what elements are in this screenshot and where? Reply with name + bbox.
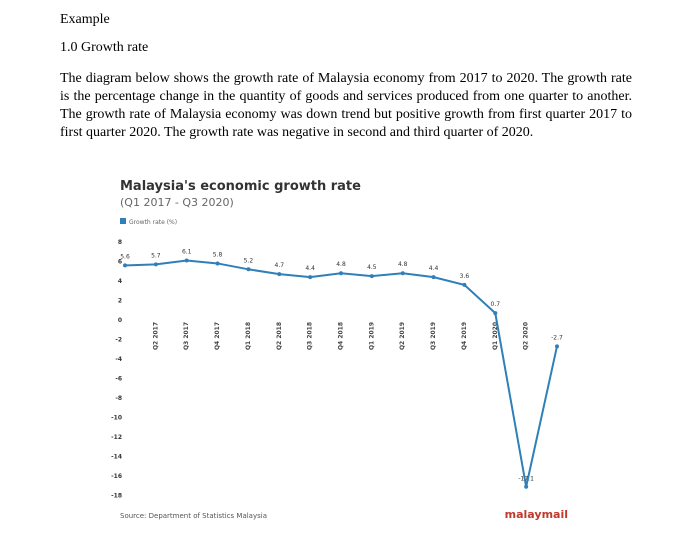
x-tick-label: Q2 2020 [523, 322, 530, 350]
data-label: 5.7 [151, 252, 161, 259]
point [339, 271, 343, 276]
y-tick-label: 8 [118, 239, 122, 246]
data-label: 4.7 [275, 262, 285, 269]
legend-swatch [120, 218, 126, 224]
point [308, 275, 313, 280]
y-tick-label: -6 [115, 376, 122, 383]
point [153, 262, 158, 267]
x-tick-label: Q3 2017 [183, 322, 190, 350]
point [277, 272, 282, 277]
x-tick-label: Q2 2017 [152, 322, 159, 350]
legend-label: Growth rate (%) [129, 219, 177, 226]
point [369, 274, 374, 279]
x-tick-label: Q4 2018 [338, 322, 345, 350]
point [215, 261, 220, 266]
point [493, 311, 498, 316]
data-label: 4.5 [367, 264, 377, 271]
y-tick-label: -16 [111, 473, 122, 480]
point [431, 275, 436, 280]
point [123, 263, 127, 268]
x-tick-label: Q2 2018 [276, 322, 283, 350]
data-label: 5.2 [244, 257, 254, 264]
y-tick-label: 0 [118, 317, 122, 324]
data-label: 5.6 [120, 253, 130, 260]
x-tick-label: Q1 2018 [245, 322, 252, 350]
y-tick-label: -8 [115, 395, 122, 402]
point [184, 258, 189, 263]
y-tick-label: -4 [115, 356, 122, 363]
data-label: 3.6 [460, 273, 470, 280]
y-tick-label: -14 [111, 454, 122, 461]
x-tick-label: Q3 2019 [430, 322, 437, 350]
source: Source: Department of Statistics Malaysi… [120, 512, 267, 520]
heading: Example [60, 12, 110, 27]
data-label: 4.8 [398, 261, 408, 268]
data-label: 5.8 [213, 251, 223, 258]
y-tick-label: 2 [118, 298, 122, 305]
x-tick-label: Q1 2020 [492, 322, 499, 350]
chart-subtitle: (Q1 2017 - Q3 2020) [120, 196, 234, 209]
y-tick-label: -12 [111, 434, 122, 441]
section-title: 1.0 Growth rate [60, 40, 149, 55]
y-tick-label: 6 [118, 259, 122, 266]
x-tick-label: Q3 2018 [307, 322, 314, 350]
data-label: 0.7 [491, 301, 501, 308]
point [246, 267, 251, 272]
y-tick-label: 4 [118, 278, 122, 285]
x-tick-label: Q1 2019 [368, 322, 375, 350]
data-label: 6.1 [182, 249, 192, 256]
data-label: -17.1 [518, 476, 534, 483]
y-tick-label: -10 [111, 415, 122, 422]
data-label: -2.7 [551, 334, 563, 341]
point [462, 282, 467, 287]
chart-title: Malaysia's economic growth rate [120, 179, 361, 194]
y-tick-label: -18 [111, 493, 122, 500]
x-tick-label: Q2 2019 [399, 322, 406, 350]
data-label: 4.8 [336, 261, 346, 268]
point [524, 484, 529, 489]
data-label: 4.4 [429, 265, 439, 272]
data-label: 4.4 [305, 265, 315, 272]
logo: malaymail [505, 508, 568, 521]
y-tick-label: -2 [115, 337, 122, 344]
x-tick-label: Q4 2017 [214, 322, 221, 350]
line [124, 259, 558, 487]
point [555, 344, 559, 349]
x-tick-label: Q4 2019 [461, 322, 468, 350]
paragraph: The diagram below shows the growth rate … [60, 71, 632, 140]
point [400, 271, 405, 276]
